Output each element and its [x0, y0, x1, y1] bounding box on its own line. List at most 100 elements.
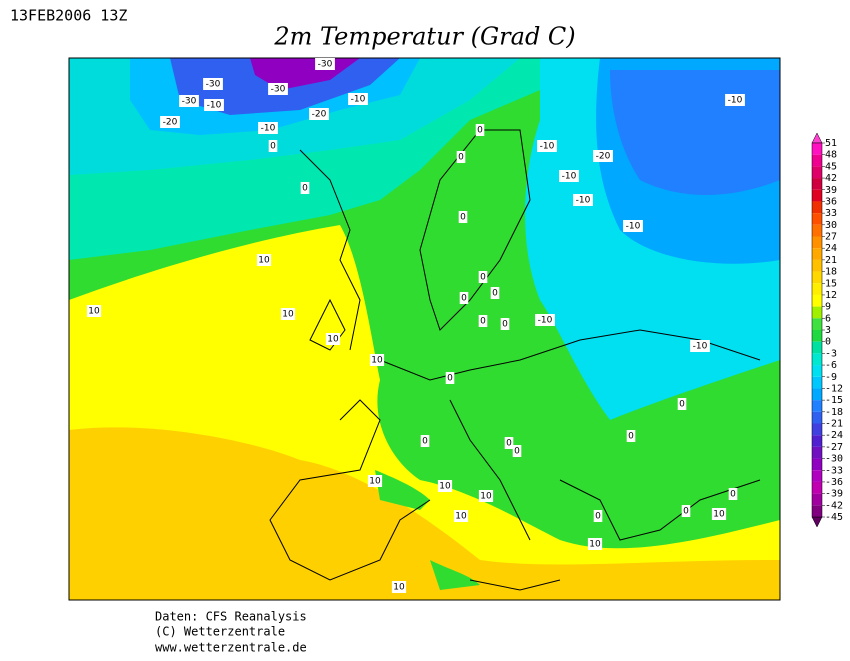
colorbar-band: [812, 283, 822, 295]
colorbar-band: [812, 143, 822, 155]
contour-label: 0: [445, 372, 455, 384]
colorbar-band: [812, 213, 822, 225]
contour-label: -20: [309, 108, 329, 120]
colorbar-band: [812, 446, 822, 459]
colorbar-band: [812, 294, 822, 307]
contour-label-box: [500, 318, 510, 330]
contour-label: -10: [725, 94, 745, 106]
contour-label-box: [626, 430, 636, 442]
contour-label-text: 10: [282, 310, 294, 320]
colorbar-under: [811, 516, 823, 528]
contour-label-text: 0: [460, 213, 466, 223]
contour-label-box: [504, 437, 514, 449]
contour-label-box: [478, 271, 488, 283]
contour-label: 0: [504, 437, 514, 449]
contour-label-text: 10: [439, 482, 451, 492]
contour-label-box: [456, 151, 466, 163]
contour-label: 0: [268, 140, 278, 152]
colorbar-band: [812, 201, 822, 214]
contour-label-box: [268, 83, 288, 95]
colorbar-label: -33: [825, 465, 843, 476]
map-frame: [68, 57, 781, 601]
colorbar-band: [812, 470, 822, 482]
contour-label-text: 10: [393, 583, 405, 593]
contour-label-text: 0: [506, 439, 512, 449]
contour-label-box: [437, 480, 453, 492]
colorbar-band: [812, 481, 822, 494]
colorbar-band: [812, 259, 822, 272]
contour-label-text: -10: [728, 96, 743, 106]
contour-label: -10: [573, 194, 593, 206]
colorbar-label: -12: [825, 383, 843, 394]
colorbar-label: -27: [825, 442, 843, 453]
colorbar-band: [812, 248, 822, 260]
colorbar-band: [812, 411, 822, 424]
contour-label-text: 0: [679, 400, 685, 410]
contour-label: 0: [500, 318, 510, 330]
contour-label-text: 0: [458, 153, 464, 163]
colorbar-label: 30: [825, 220, 837, 231]
contour-label-box: [160, 116, 180, 128]
contour-label-box: [677, 398, 687, 410]
contour-label-box: [512, 445, 522, 457]
contour-label-box: [204, 99, 224, 111]
contour-label: 0: [456, 151, 466, 163]
colorbar-label: 48: [825, 150, 837, 161]
contour-label-box: [315, 58, 335, 70]
contour-label: 10: [711, 508, 727, 520]
contour-label-box: [459, 292, 469, 304]
contour-label-text: 10: [371, 356, 383, 366]
contour-label-box: [348, 93, 368, 105]
colorbar-label: 15: [825, 278, 837, 289]
colorbar-band: [812, 400, 822, 412]
contour-label-text: 0: [270, 142, 276, 152]
field-green-patches: [375, 470, 480, 590]
contour-label-text: 0: [683, 507, 689, 517]
colorbar-band: [812, 376, 822, 389]
footer-line: Daten: CFS Reanalysis: [155, 610, 307, 624]
contour-label: 0: [490, 287, 500, 299]
contour-label-text: -10: [693, 342, 708, 352]
contour-label-text: -20: [596, 152, 611, 162]
colorbar-label: 3: [825, 325, 831, 336]
contour-label: 0: [300, 182, 310, 194]
timestamp: 13FEB2006 13Z: [10, 7, 127, 25]
contour-label-box: [690, 340, 710, 352]
contour-label: 10: [256, 254, 272, 266]
footer-line: www.wetterzentrale.de: [155, 641, 307, 655]
contour-label: 10: [86, 305, 102, 317]
contour-label-box: [179, 95, 199, 107]
contour-label-text: 0: [480, 273, 486, 283]
temperature-field: [69, 58, 780, 600]
colorbar-band: [812, 423, 822, 436]
contour-label-text: -10: [538, 316, 553, 326]
colorbar-label: 27: [825, 232, 837, 243]
colorbar-label: 21: [825, 255, 837, 266]
contour-label: 10: [391, 581, 407, 593]
colorbar-label: 36: [825, 196, 837, 207]
contour-label-text: 10: [713, 510, 725, 520]
contour-label-text: 10: [327, 335, 339, 345]
contour-label: 10: [280, 308, 296, 320]
contour-label-box: [86, 305, 102, 317]
colorbar-label: -45: [825, 512, 843, 523]
colorbar-band: [812, 236, 822, 249]
contour-label-box: [681, 505, 691, 517]
contour-label-text: -10: [261, 124, 276, 134]
field-warmer: [69, 427, 780, 600]
contour-label-text: -10: [540, 142, 555, 152]
contour-label-text: -10: [562, 172, 577, 182]
contour-label-text: 0: [302, 184, 308, 194]
colorbar-band: [812, 306, 822, 319]
colorbar-label: -30: [825, 454, 843, 465]
contour-label-box: [300, 182, 310, 194]
contour-label: -10: [559, 170, 579, 182]
contour-label: 0: [458, 211, 468, 223]
colorbar-band: [812, 365, 822, 377]
contour-label: 10: [437, 480, 453, 492]
map-title: 2m Temperatur (Grad C): [273, 23, 575, 51]
contour-label-box: [725, 94, 745, 106]
colorbar-label: 51: [825, 138, 837, 149]
colorbar-label: 45: [825, 161, 837, 172]
colorbar-label: 0: [825, 337, 831, 348]
